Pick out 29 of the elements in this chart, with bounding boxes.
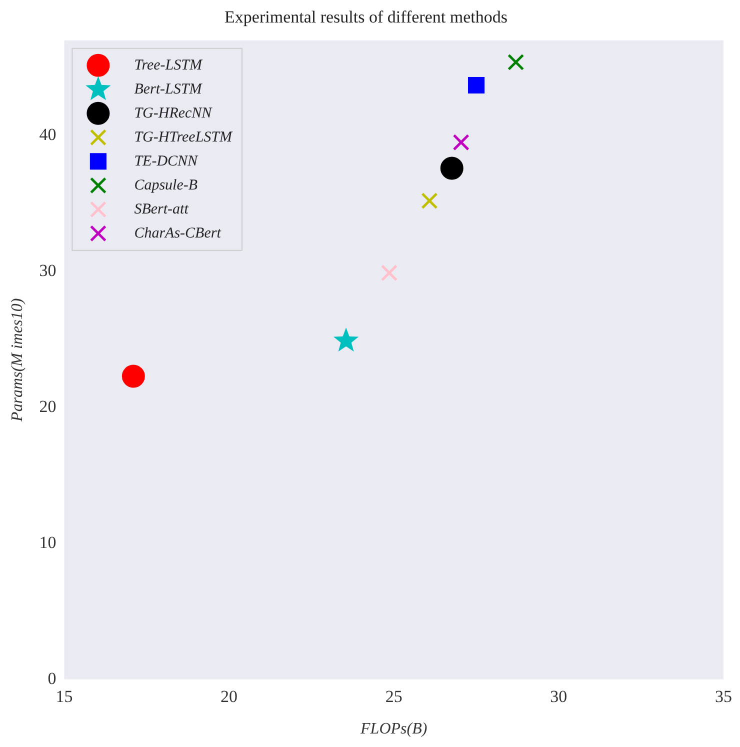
point bbox=[468, 76, 485, 94]
chart-title: Experimental results of different methods bbox=[224, 8, 508, 27]
point bbox=[508, 54, 524, 70]
point bbox=[333, 328, 359, 352]
x-tick-label: 15 bbox=[56, 687, 73, 706]
y-axis-title: Params(M imes10) bbox=[8, 298, 26, 422]
point bbox=[122, 364, 145, 388]
y-tick-label: 0 bbox=[48, 668, 56, 688]
point bbox=[380, 264, 398, 282]
point bbox=[452, 134, 470, 151]
y-tick-label: 40 bbox=[39, 125, 56, 144]
legend-label: TE-DCNN bbox=[134, 153, 199, 170]
point bbox=[440, 156, 464, 180]
y-tick-label: 30 bbox=[39, 260, 56, 280]
legend-label: Capsule-B bbox=[134, 177, 198, 194]
legend-label: TG-HRecNN bbox=[134, 105, 213, 122]
x-tick-label: 20 bbox=[220, 687, 238, 706]
legend-label: Bert-LSTM bbox=[134, 81, 204, 98]
y-tick-label: 10 bbox=[39, 532, 56, 552]
x-tick-label: 25 bbox=[385, 687, 402, 706]
legend-label: SBert-att bbox=[134, 201, 190, 218]
legend-label: TG-HTreeLSTM bbox=[134, 129, 234, 146]
legend-label: CharAs-CBert bbox=[134, 225, 222, 242]
x-tick-label: 30 bbox=[550, 687, 568, 706]
y-tick-label: 20 bbox=[39, 396, 56, 416]
x-tick-label: 35 bbox=[715, 687, 732, 706]
x-axis-title: FLOPs(B) bbox=[360, 720, 428, 738]
point bbox=[421, 192, 438, 210]
legend-label: Tree-LSTM bbox=[134, 57, 204, 74]
